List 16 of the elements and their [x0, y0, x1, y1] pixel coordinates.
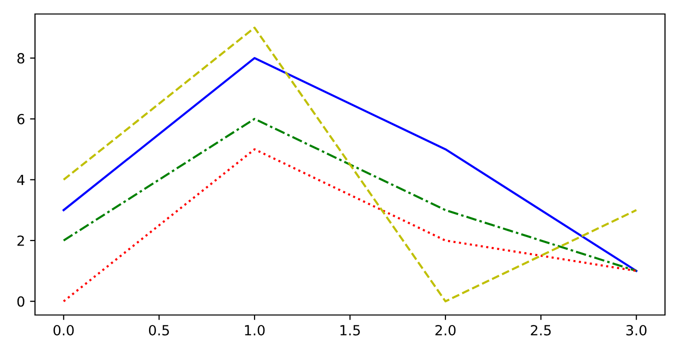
line-series: [62, 148, 638, 302]
x-tick-label: 2.5: [530, 324, 551, 336]
y-tick-label: 8: [17, 53, 24, 64]
x-tick-label: 1.0: [245, 324, 265, 336]
y-tick-label: 2: [17, 235, 24, 246]
x-tick-label: 0.5: [148, 324, 169, 336]
x-tick-label: 2.0: [435, 324, 456, 336]
x-tick-label: 3.0: [626, 324, 646, 336]
x-tick-label: 1.5: [340, 325, 360, 336]
x-tick-label: 0.0: [54, 324, 74, 336]
line-series: [62, 26, 638, 302]
y-tick-label: 6: [17, 114, 24, 124]
y-tick-label: 0: [17, 296, 24, 307]
line-series: [62, 118, 638, 272]
y-tick-label: 4: [17, 174, 24, 185]
line-series: [62, 57, 638, 272]
